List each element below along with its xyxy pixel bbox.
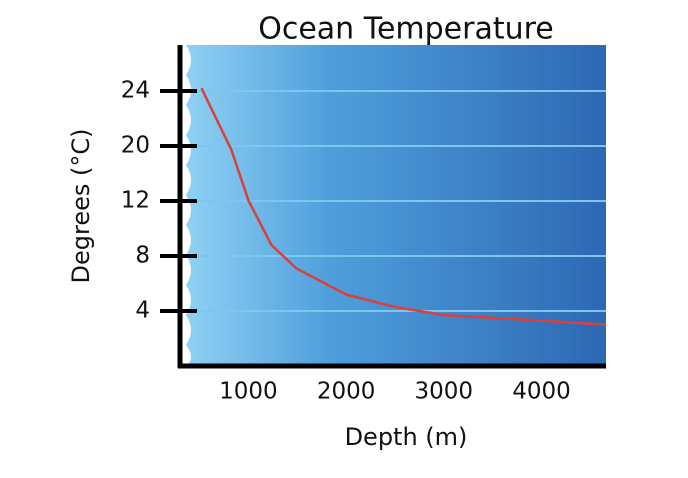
chart-title: Ocean Temperature <box>258 12 554 47</box>
temperature-line <box>200 87 607 327</box>
plot-background <box>180 45 606 366</box>
x-tick-label: 1000 <box>219 379 278 405</box>
x-tick-label: 2000 <box>317 379 376 405</box>
y-axis-label: Degrees (°C) <box>67 129 95 284</box>
y-tick-label: 12 <box>121 188 150 214</box>
x-tick-label: 4000 <box>512 379 571 405</box>
y-tick-label: 4 <box>135 298 150 324</box>
y-tick-label: 20 <box>121 133 150 159</box>
y-tick-label: 24 <box>121 78 150 104</box>
x-axis-label: Depth (m) <box>345 423 468 451</box>
wave-edge <box>180 45 191 366</box>
x-tick-label: 3000 <box>415 379 474 405</box>
y-tick-label: 8 <box>135 243 150 269</box>
